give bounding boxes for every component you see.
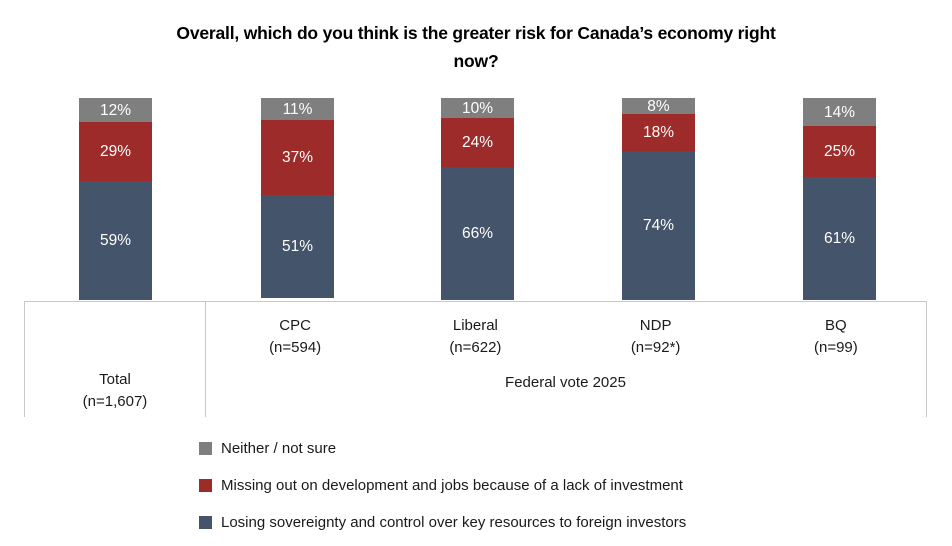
axis-baseline [24, 301, 927, 302]
bar-value-label: 14% [823, 103, 856, 121]
category-n: (n=594) [269, 339, 322, 356]
bar-value-label: 10% [461, 99, 494, 117]
bar-segment: 12% [79, 98, 152, 123]
bar-value-label: 25% [823, 143, 856, 161]
bar-segment: 24% [441, 118, 514, 167]
bar-segment: 74% [622, 150, 695, 300]
bar-value-label: 59% [99, 231, 132, 249]
category-name: NDP [639, 317, 672, 334]
category-name: Liberal [452, 317, 498, 334]
legend-swatch-icon [199, 515, 212, 529]
category-label-ndp: NDP (n=92*) [566, 301, 746, 359]
group-axis-label: Federal vote 2025 [505, 374, 626, 391]
legend-swatch-icon [199, 478, 212, 492]
legend-label: Neither / not sure [221, 439, 337, 457]
bar-segment: 59% [79, 180, 152, 300]
bar-value-label: 37% [281, 149, 314, 167]
legend-label: Missing out on development and jobs beca… [221, 476, 683, 494]
table-divider [205, 301, 206, 417]
bar-value-label: 18% [642, 123, 675, 141]
bar-liberal: 10% 24% 66% [441, 98, 514, 300]
category-label-total: Total (n=1,607) [25, 302, 205, 417]
bar-ndp: 8% 18% 74% [622, 98, 695, 300]
legend-item: Missing out on development and jobs beca… [199, 475, 686, 495]
bar-value-label: 11% [282, 100, 313, 118]
bar-segment: 37% [261, 120, 334, 195]
bar-segment: 18% [622, 114, 695, 151]
bar-value-label: 29% [99, 143, 132, 161]
category-label-bq: BQ (n=99) [746, 301, 926, 359]
bar-segment: 8% [622, 97, 695, 115]
legend-swatch-icon [199, 441, 212, 455]
bar-segment: 25% [803, 126, 876, 177]
chart-title: Overall, which do you think is the great… [176, 23, 776, 71]
bar-segment: 51% [261, 194, 334, 298]
bar-cpc: 11% 37% 51% [261, 98, 334, 300]
legend-item: Neither / not sure [199, 438, 686, 458]
bar-value-label: 8% [647, 97, 670, 115]
bar-segment: 29% [79, 122, 152, 181]
category-name: CPC [279, 317, 311, 334]
category-n: (n=92*) [630, 339, 681, 356]
table-left-border [24, 301, 25, 417]
bar-value-label: 51% [281, 237, 314, 255]
category-name: Total [99, 371, 131, 388]
legend-label: Losing sovereignty and control over key … [221, 513, 687, 531]
category-n: (n=622) [449, 339, 502, 356]
table-right-border [926, 301, 927, 417]
legend: Neither / not sure Missing out on develop… [199, 438, 686, 546]
bar-value-label: 61% [823, 229, 856, 247]
bar-segment: 14% [803, 98, 876, 127]
bar-value-label: 12% [99, 101, 132, 119]
category-n: (n=1,607) [82, 393, 148, 410]
bar-value-label: 24% [461, 133, 494, 151]
bar-segment: 11% [261, 98, 334, 121]
bar-segment: 66% [441, 166, 514, 300]
bar-value-label: 66% [461, 224, 494, 242]
category-n: (n=99) [813, 339, 858, 356]
legend-item: Losing sovereignty and control over key … [199, 512, 686, 532]
bar-segment: 61% [803, 176, 876, 300]
bar-total: 12% 29% 59% [79, 98, 152, 300]
category-label-cpc: CPC (n=594) [205, 301, 385, 359]
bar-value-label: 74% [642, 216, 675, 234]
bar-bq: 14% 25% 61% [803, 98, 876, 300]
bar-segment: 10% [441, 98, 514, 119]
category-name: BQ [825, 317, 847, 334]
category-label-liberal: Liberal (n=622) [385, 301, 565, 359]
